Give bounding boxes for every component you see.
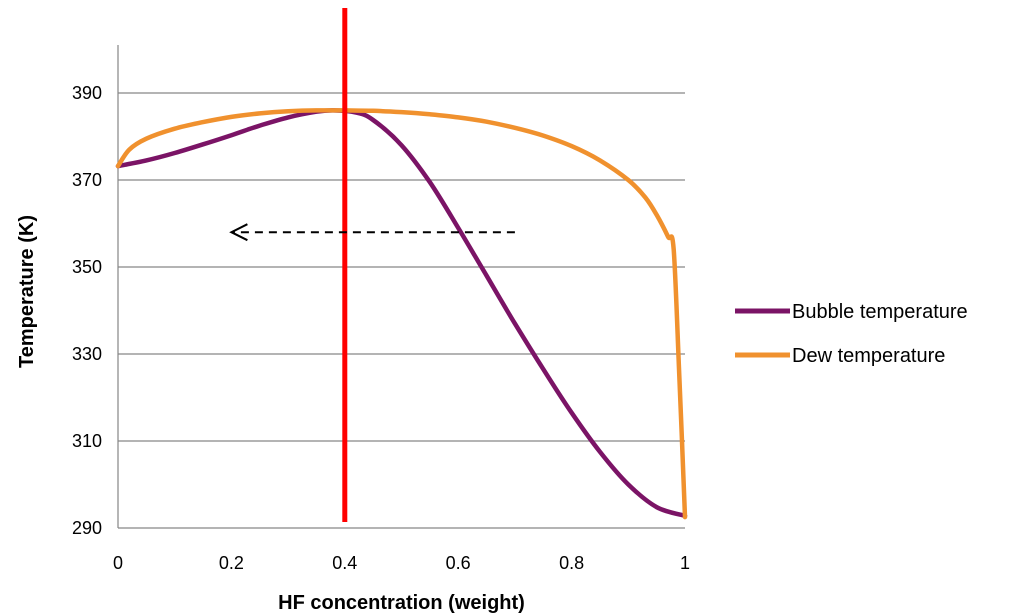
x-tick-label-1: 1 — [680, 553, 690, 573]
x-tick-label-0.8: 0.8 — [559, 553, 584, 573]
x-tick-label-0.6: 0.6 — [446, 553, 471, 573]
x-tick-label-0: 0 — [113, 553, 123, 573]
series-line-bubble — [115, 108, 688, 519]
arrow-head-icon — [229, 223, 248, 242]
x-tick-labels: 0 0.2 0.4 0.6 0.8 1 — [113, 553, 690, 573]
annotations — [229, 8, 515, 522]
series-line-dew — [115, 108, 688, 520]
legend: Bubble temperature Dew temperature — [735, 301, 968, 367]
y-axis-title: Temperature (K) — [16, 215, 38, 368]
legend-label-dew: Dew temperature — [792, 345, 945, 367]
y-tick-label-330: 330 — [72, 344, 102, 364]
y-tick-labels: 290 310 330 350 370 390 — [72, 83, 102, 538]
legend-label-bubble: Bubble temperature — [792, 301, 968, 323]
y-tick-label-290: 290 — [72, 518, 102, 538]
y-tick-label-310: 310 — [72, 431, 102, 451]
y-tick-label-390: 390 — [72, 83, 102, 103]
y-tick-label-370: 370 — [72, 170, 102, 190]
y-tick-label-350: 350 — [72, 257, 102, 277]
x-axis-title: HF concentration (weight) — [278, 592, 525, 614]
series-lines — [115, 108, 688, 520]
x-tick-label-0.2: 0.2 — [219, 553, 244, 573]
x-tick-label-0.4: 0.4 — [332, 553, 357, 573]
